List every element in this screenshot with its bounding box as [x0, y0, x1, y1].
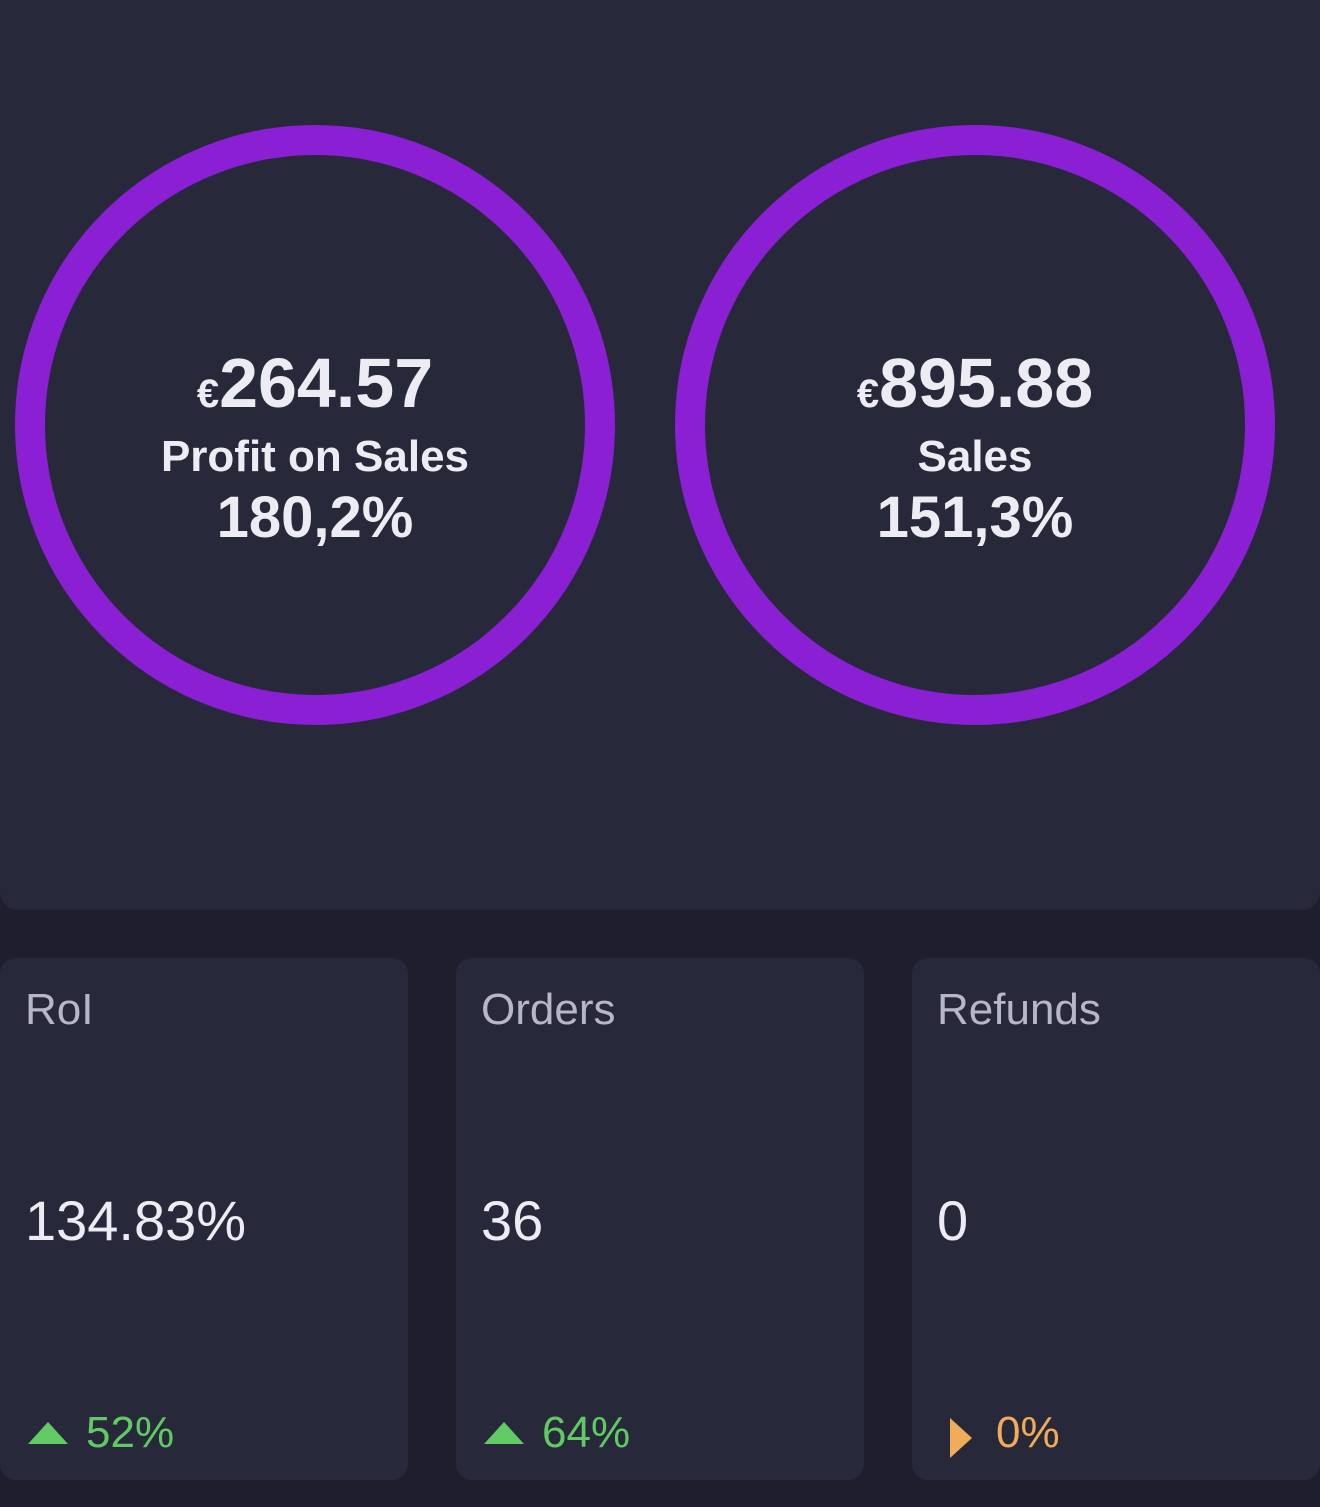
amount-value: 895.88 [879, 344, 1094, 422]
card-change: 0% [996, 1408, 1060, 1457]
amount-value: 264.57 [219, 344, 434, 422]
neutral-arrow [950, 1418, 972, 1458]
card-title: Orders [481, 985, 616, 1034]
card-value: 0 [937, 1189, 969, 1252]
currency: € [196, 372, 220, 416]
card-value: 134.83% [25, 1189, 247, 1252]
ring-text: €264.57 Profit on Sales 180,2% [15, 345, 615, 554]
card[interactable] [912, 958, 1320, 1480]
percent: 180,2% [216, 485, 414, 550]
card[interactable] [456, 958, 864, 1480]
up-arrow [28, 1422, 68, 1444]
label: Profit on Sales [160, 432, 470, 481]
up-arrow [484, 1422, 524, 1444]
card-title: Refunds [937, 985, 1101, 1034]
label: Sales [917, 432, 1033, 481]
percent: 151,3% [876, 485, 1074, 550]
currency: € [856, 372, 880, 416]
card-value: 36 [481, 1189, 544, 1252]
amount: €895.88 [675, 345, 1275, 432]
ring-text: €895.88 Sales 151,3% [675, 345, 1275, 554]
amount: €264.57 [15, 345, 615, 432]
card-title: RoI [25, 985, 94, 1034]
card[interactable] [0, 958, 408, 1480]
card-change: 52% [86, 1408, 175, 1457]
card-change: 64% [542, 1408, 631, 1457]
